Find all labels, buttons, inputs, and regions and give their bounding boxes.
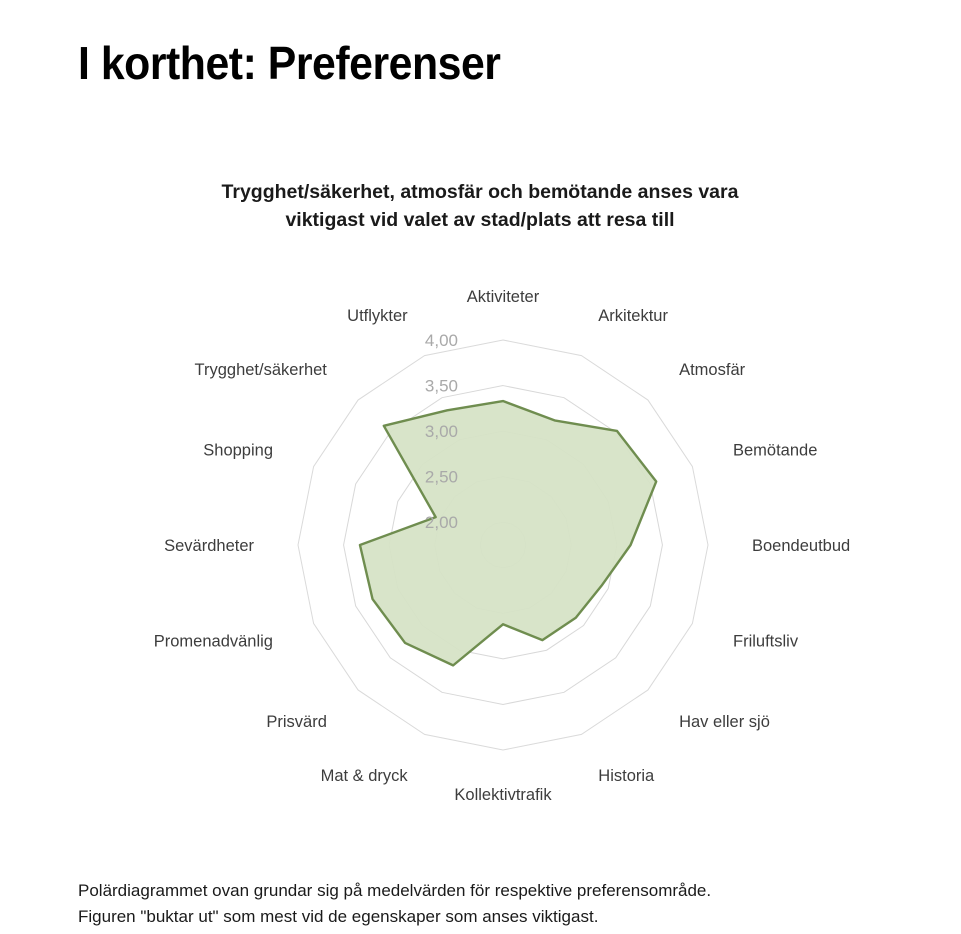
radar-chart: 2,00 2,50 3,00 3,50 4,00 Aktiviteter Arkitekt…	[0, 265, 961, 810]
category-label-hav-eller-sj: Hav eller sjö	[679, 713, 770, 731]
radar-series	[358, 399, 658, 667]
radar-category-labels: Aktiviteter Arkitektur Atmosfär Bemötande Bo…	[154, 288, 850, 804]
footnote-line-1: Polärdiagrammet ovan grundar sig på mede…	[78, 881, 712, 900]
category-label-aktiviteter: Aktiviteter	[467, 288, 540, 306]
radial-tick-label-0: 2,00	[425, 513, 458, 532]
chart-subtitle-line-2: viktigast vid valet av stad/plats att re…	[285, 209, 675, 232]
chart-subtitle-line-1: Trygghet/säkerhet, atmosfär och bemötand…	[221, 181, 739, 203]
series-polygon-0	[358, 399, 658, 667]
category-label-kollektivtrafik: Kollektivtrafik	[454, 786, 552, 804]
category-label-friluftsliv: Friluftsliv	[733, 632, 799, 650]
radial-tick-label-1: 2,50	[425, 468, 458, 487]
radial-tick-label-3: 3,50	[425, 377, 458, 396]
category-label-atmosf-r: Atmosfär	[679, 361, 746, 379]
radial-tick-label-4: 4,00	[425, 331, 458, 350]
category-label-promenadv-nlig: Promenadvänlig	[154, 632, 273, 650]
category-label-prisv-rd: Prisvärd	[266, 713, 327, 731]
footnote: Polärdiagrammet ovan grundar sig på mede…	[78, 878, 948, 929]
category-label-arkitektur: Arkitektur	[598, 307, 668, 325]
category-label-utflykter: Utflykter	[347, 307, 408, 325]
chart-subtitle: Trygghet/säkerhet, atmosfär och bemötand…	[130, 178, 830, 235]
category-label-bem-tande: Bemötande	[733, 442, 817, 460]
radial-axis-tick-labels: 2,00 2,50 3,00 3,50 4,00	[425, 331, 458, 532]
category-label-mat-dryck: Mat & dryck	[321, 767, 409, 785]
category-label-trygghet-s-kerhet: Trygghet/säkerhet	[195, 361, 328, 379]
category-label-boendeutbud: Boendeutbud	[752, 537, 850, 555]
grid-ring-4	[297, 339, 709, 751]
category-label-shopping: Shopping	[203, 442, 273, 460]
footnote-line-2: Figuren "buktar ut" som mest vid de egen…	[78, 906, 599, 926]
category-label-historia: Historia	[598, 767, 655, 785]
page-title: I korthet: Preferenser	[78, 37, 501, 89]
category-label-sev-rdheter: Sevärdheter	[164, 537, 254, 555]
radial-tick-label-2: 3,00	[425, 422, 458, 441]
